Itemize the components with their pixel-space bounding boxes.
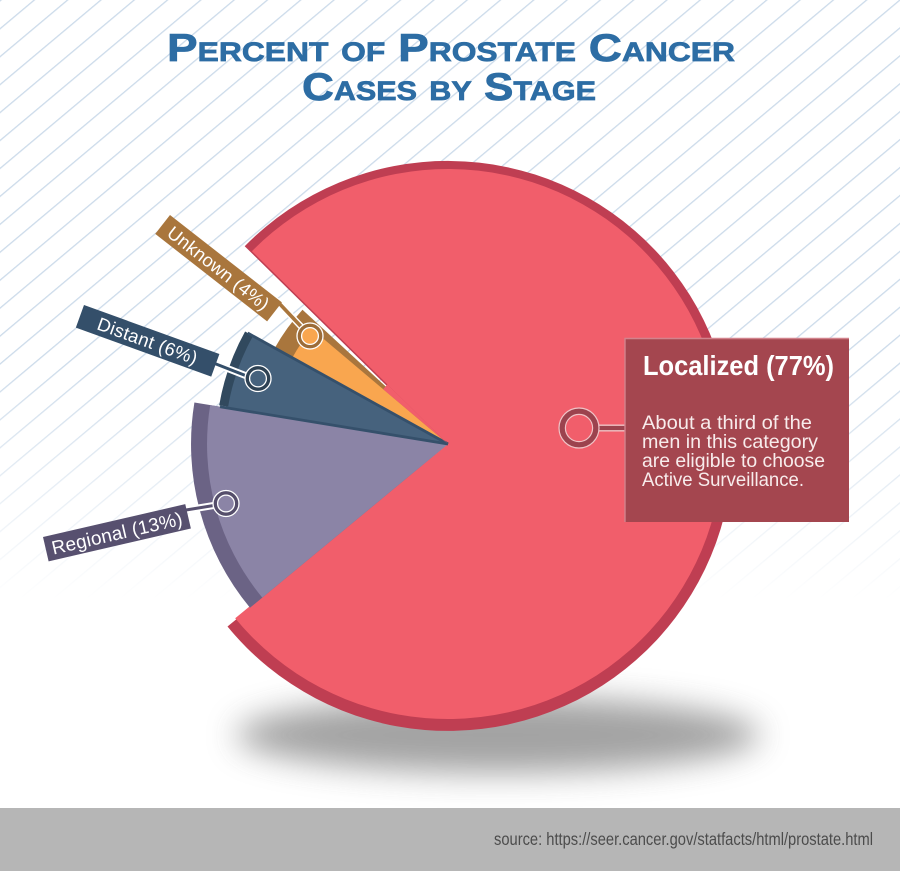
svg-text:men in this category: men in this category xyxy=(642,431,818,453)
svg-text:Localized (77%): Localized (77%) xyxy=(643,350,834,381)
svg-text:Percent of Prostate Cancer: Percent of Prostate Cancer xyxy=(167,27,735,70)
svg-text:Cases by Stage: Cases by Stage xyxy=(302,66,596,109)
svg-text:source: https://seer.cancer.go: source: https://seer.cancer.gov/statfact… xyxy=(494,829,873,849)
svg-text:are eligible to choose: are eligible to choose xyxy=(642,450,825,472)
svg-text:About a third of the: About a third of the xyxy=(642,412,812,434)
svg-text:Active Surveillance.: Active Surveillance. xyxy=(642,469,804,491)
